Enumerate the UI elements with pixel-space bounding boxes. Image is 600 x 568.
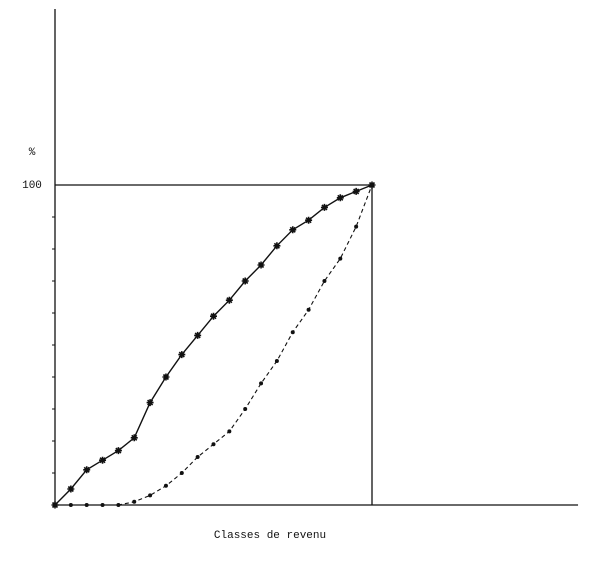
marker <box>225 296 233 304</box>
marker <box>114 447 122 455</box>
marker <box>146 399 154 407</box>
marker <box>100 503 105 507</box>
marker <box>148 493 153 498</box>
marker <box>370 183 374 187</box>
marker <box>84 503 89 507</box>
marker <box>273 242 281 250</box>
marker <box>163 483 168 488</box>
y-tick-label: 100 <box>22 180 42 192</box>
marker <box>306 307 311 312</box>
marker <box>338 256 343 261</box>
marker <box>320 203 328 211</box>
marker <box>68 503 73 507</box>
marker <box>130 434 138 442</box>
y-axis-label: % <box>29 147 36 159</box>
marker <box>132 499 137 504</box>
marker <box>257 261 265 269</box>
marker <box>305 216 313 224</box>
marker <box>162 373 170 381</box>
marker <box>195 455 200 459</box>
marker <box>178 351 186 359</box>
marker <box>83 466 91 474</box>
marker <box>322 279 327 283</box>
marker <box>241 277 249 285</box>
marker <box>227 429 232 434</box>
marker <box>290 330 295 335</box>
marker <box>243 407 248 411</box>
marker <box>274 359 279 363</box>
marker <box>336 194 344 202</box>
marker <box>210 312 217 320</box>
marker <box>67 485 75 493</box>
marker <box>116 503 121 507</box>
marker <box>53 503 57 507</box>
marker <box>259 381 264 386</box>
marker <box>354 224 359 229</box>
marker <box>194 331 202 339</box>
marker <box>289 226 297 234</box>
x-axis-label: Classes de revenu <box>214 530 326 542</box>
marker <box>352 187 360 195</box>
marker <box>211 442 216 447</box>
marker <box>179 471 184 475</box>
marker <box>99 456 107 464</box>
